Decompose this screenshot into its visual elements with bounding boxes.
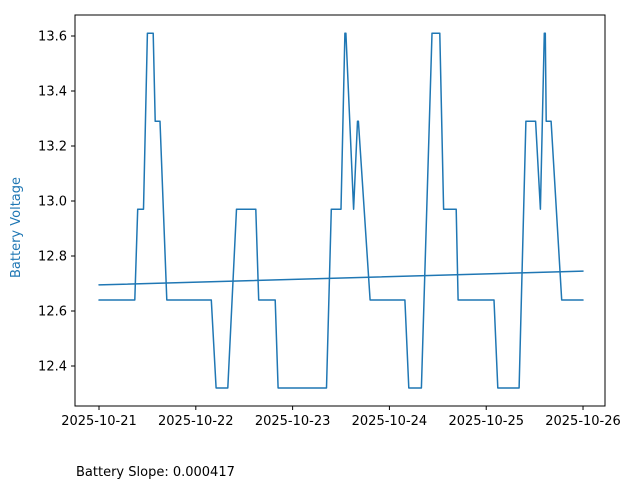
x-tick-label: 2025-10-26 [545,414,621,429]
chart-layer: 2025-10-21 2025-10-22 2025-10-23 2025-10-24… [38,14,621,429]
x-tick-label: 2025-10-25 [448,414,524,429]
y-tick-label: 13.2 [38,140,67,155]
stats-footer: Battery Slope: 0.000417 Battery Min: 12.… [76,429,348,480]
x-tick-label: 2025-10-24 [352,414,428,429]
y-tick-label: 12.8 [38,249,67,264]
x-tick-label: 2025-10-23 [255,414,331,429]
y-tick-label: 12.4 [38,359,67,374]
y-axis-title: Battery Voltage [9,177,24,278]
x-tick-label: 2025-10-21 [61,414,137,429]
x-tick-label: 2025-10-22 [158,414,234,429]
axes-frame [74,14,606,407]
stats-slope-text: Battery Slope: 0.000417 [76,465,235,480]
y-tick-label: 12.6 [38,304,67,319]
y-tick-label: 13.6 [38,30,67,45]
y-tick-label: 13.0 [38,194,67,209]
y-tick-label: 13.4 [38,85,67,100]
battery-voltage-line [98,32,584,389]
trend-line [98,270,584,286]
